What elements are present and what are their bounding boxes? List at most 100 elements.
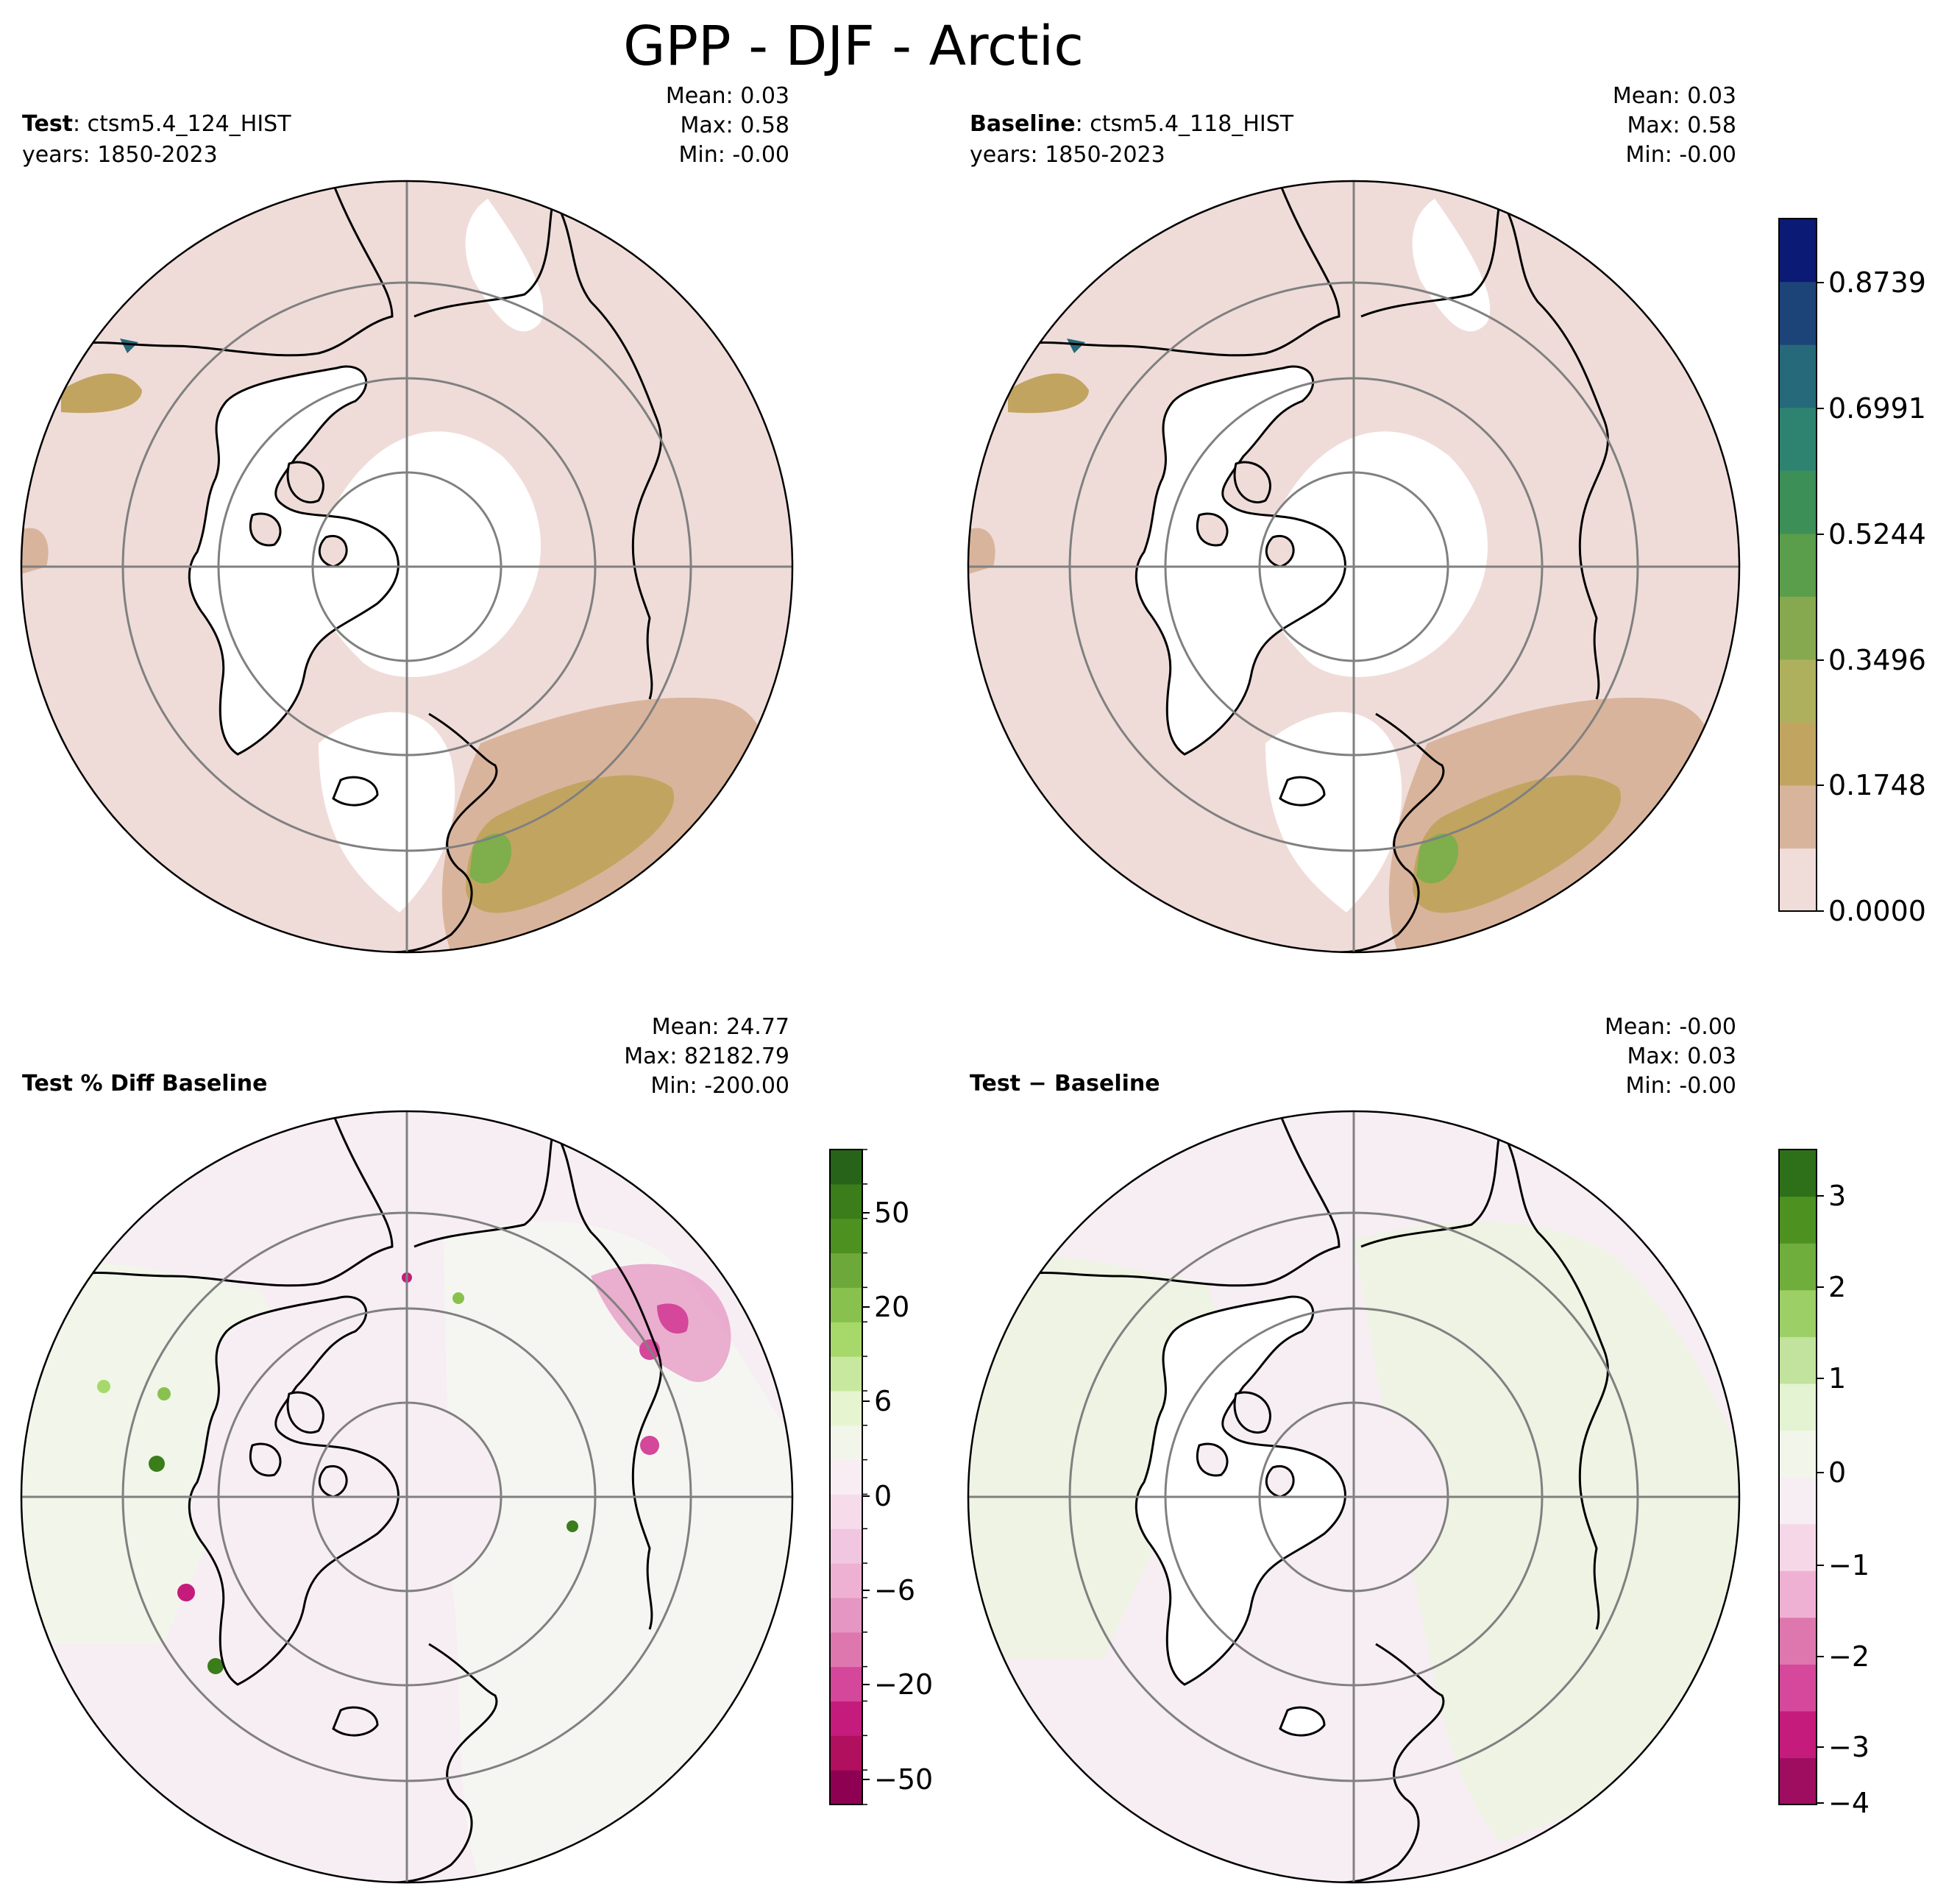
- latitude-ring-80: [1258, 471, 1449, 662]
- atlantic-ocean: [319, 712, 455, 913]
- panel-diff-max: Max: 0.03: [1627, 1044, 1736, 1069]
- diff-green-west: [968, 1253, 1221, 1659]
- map-boundary: [20, 1110, 794, 1884]
- colorbar-swatch: [1779, 470, 1817, 534]
- panel-test-max: Max: 0.58: [681, 113, 789, 138]
- colorbar-swatch: [830, 1597, 862, 1633]
- map-boundary: [967, 1110, 1741, 1884]
- gpp-alaska-mid: [61, 373, 142, 414]
- coastline-scandinavia: [1338, 1643, 1445, 1882]
- colorbar-swatch: [830, 1253, 862, 1288]
- arctic-ocean: [1259, 431, 1488, 677]
- colorbar-tick-label: 0: [1828, 1456, 1846, 1489]
- colorbar-swatch: [1779, 1289, 1817, 1337]
- colorbar-frame: [1778, 218, 1817, 912]
- colorbar-tick-label: −50: [874, 1763, 933, 1796]
- gpp-west-edge: [21, 528, 49, 574]
- colorbar-swatch: [1779, 219, 1817, 283]
- colorbar-swatch: [830, 1287, 862, 1322]
- panel-pct-diff-mean: Mean: 24.77: [652, 1014, 789, 1040]
- coastline-east: [413, 196, 662, 700]
- colorbar-swatch: [1779, 1336, 1817, 1384]
- panel-pct-diff-min: Min: -200.00: [650, 1073, 789, 1099]
- panel-diff-mean: Mean: -0.00: [1605, 1014, 1736, 1040]
- canadian-archipelago: [249, 461, 348, 568]
- colorbar-swatch: [1779, 1570, 1817, 1618]
- colorbar-swatch: [1779, 533, 1817, 597]
- map-baseline: [967, 180, 1741, 954]
- colorbar-diff: 3 2 1 0 −1 −2 −3 −4: [1778, 1149, 1870, 1819]
- panel-test-min: Min: -0.00: [679, 142, 790, 168]
- colorbar-swatch: [830, 1666, 862, 1702]
- latitude-ring-60: [121, 1211, 692, 1782]
- colorbar-swatch: [1779, 344, 1817, 408]
- panel-diff-min: Min: -0.00: [1626, 1073, 1737, 1099]
- colorbar-swatch: [830, 1529, 862, 1564]
- latitude-ring-60: [1068, 1211, 1639, 1782]
- colorbar-swatch: [1779, 1664, 1817, 1712]
- pct-pink-spot: [640, 1436, 659, 1455]
- gpp-green-spot: [469, 833, 511, 884]
- colorbar-swatch: [830, 1150, 862, 1185]
- colorbar-swatch: [1779, 1196, 1817, 1244]
- panel-baseline: Baseline: ctsm5.4_118_HIST years: 1850-2…: [967, 83, 1741, 954]
- diff-green-east: [1354, 1222, 1739, 1843]
- colorbar-tick-label: −1: [1828, 1549, 1870, 1581]
- colorbar-swatch: [830, 1390, 862, 1426]
- colorbar-swatch: [830, 1701, 862, 1736]
- gpp-alaska-mid: [1008, 373, 1089, 414]
- coastline-east: [1360, 196, 1609, 700]
- panel-pct-diff-max: Max: 82182.79: [624, 1044, 789, 1069]
- map-pct-diff: [20, 1110, 794, 1884]
- colorbar-swatch: [830, 1322, 862, 1357]
- panel-diff-label: Test − Baseline: [970, 1071, 1160, 1097]
- colorbar-swatch: [1779, 407, 1817, 471]
- gpp-siberia-mid: [466, 775, 675, 913]
- panel-test-years: years: 1850-2023: [22, 142, 218, 168]
- colorbar-tick-label: 2: [1828, 1271, 1846, 1303]
- coastline-scandinavia: [1338, 712, 1445, 952]
- panel-baseline-mean: Mean: 0.03: [1613, 83, 1736, 109]
- pct-green-spot: [207, 1658, 224, 1674]
- panel-baseline-years: years: 1850-2023: [970, 142, 1165, 168]
- gpp-alaska-high: [120, 339, 138, 353]
- gpp-green-spot: [1416, 833, 1458, 884]
- pct-green-spot: [157, 1387, 171, 1400]
- colorbar-gpp: 0.8739 0.6991 0.5244 0.3496 0.1748 0.0000: [1778, 218, 1926, 927]
- colorbar-swatch: [1779, 1617, 1817, 1665]
- pct-pink-core: [657, 1303, 689, 1334]
- colorbar-swatch: [830, 1356, 862, 1392]
- coastline-west: [68, 1113, 394, 1287]
- colorbar-swatch: [830, 1563, 862, 1598]
- colorbar-tick-label: −2: [1828, 1640, 1870, 1673]
- colorbar-swatch: [1779, 1383, 1817, 1431]
- latitude-ring-80: [311, 1401, 503, 1593]
- colorbar-swatch: [1779, 722, 1817, 786]
- colorbar-swatch: [1779, 1150, 1817, 1197]
- colorbar-swatch: [1779, 1523, 1817, 1571]
- figure-title: GPP - DJF - Arctic: [623, 15, 1084, 78]
- colorbar-swatch: [830, 1425, 862, 1461]
- bering-ocean: [1412, 199, 1491, 332]
- colorbar-pct-diff: 50 20 6 0 −6 −20 −50: [829, 1149, 933, 1805]
- coastline-east: [1360, 1126, 1609, 1630]
- colorbar-tick-label: −4: [1828, 1787, 1870, 1819]
- latitude-ring-80: [311, 471, 503, 662]
- gpp-west-edge: [968, 528, 995, 574]
- canadian-archipelago: [1196, 1391, 1295, 1498]
- map-diff: [967, 1110, 1741, 1884]
- panel-pct-diff: Test % Diff Baseline Mean: 24.77 Max: 82…: [20, 1014, 794, 1884]
- latitude-ring-70: [1164, 1307, 1544, 1687]
- panel-pct-diff-label: Test % Diff Baseline: [22, 1071, 268, 1097]
- panel-test: Test: ctsm5.4_124_HIST years: 1850-2023 …: [20, 83, 794, 954]
- iceland: [1279, 1706, 1326, 1737]
- canadian-archipelago: [1196, 461, 1295, 568]
- iceland: [332, 1706, 379, 1737]
- coastline-west: [1015, 1113, 1341, 1287]
- panel-test-mean: Mean: 0.03: [666, 83, 789, 109]
- latitude-ring-70: [217, 1307, 597, 1687]
- gpp-alaska-high: [1067, 339, 1085, 353]
- panel-test-label: Test: ctsm5.4_124_HIST: [22, 111, 291, 137]
- map-boundary: [967, 180, 1741, 954]
